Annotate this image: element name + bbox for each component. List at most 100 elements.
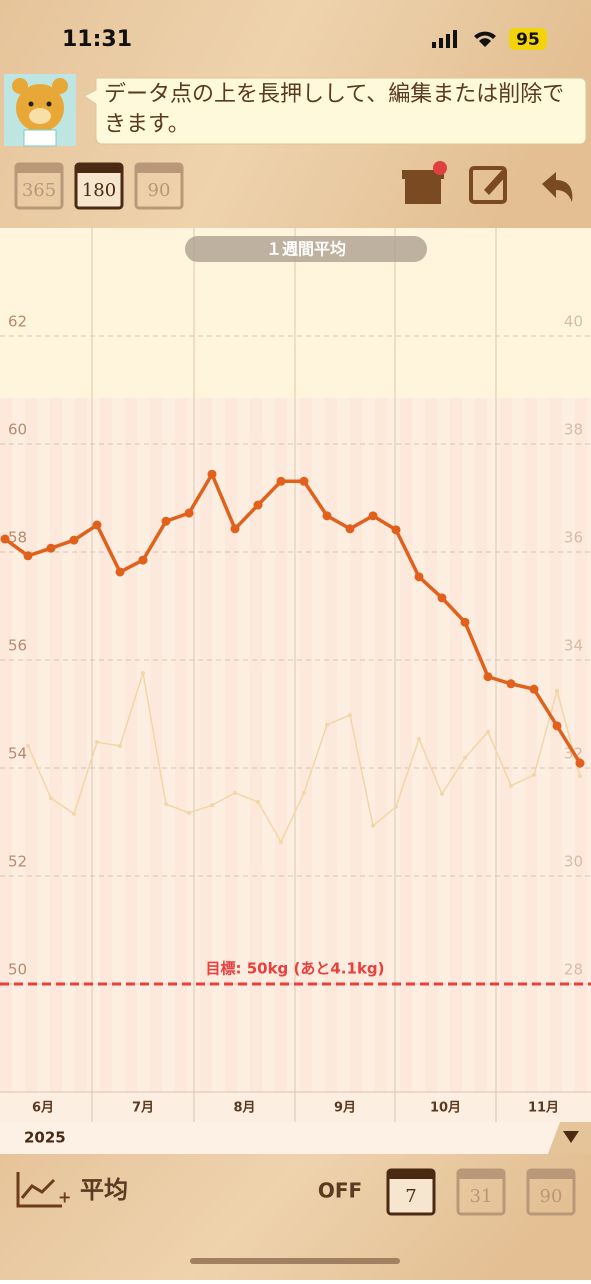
time: 11:31 — [62, 27, 132, 52]
calendar-button[interactable]: 90 — [526, 1168, 576, 1216]
data-point — [276, 476, 286, 486]
tool-icons — [402, 161, 573, 204]
stripe — [250, 398, 262, 1092]
y-tick-label: 54 — [8, 745, 27, 763]
stripe — [50, 398, 62, 1092]
data-point — [506, 679, 516, 689]
data-point — [161, 516, 171, 526]
gift-icon[interactable] — [405, 176, 441, 204]
calendar-button[interactable]: 7 — [386, 1168, 436, 1216]
calendar-button[interactable]: 180 — [74, 162, 124, 210]
data-point — [460, 617, 470, 627]
data-point — [552, 721, 562, 731]
data-point — [207, 469, 217, 479]
stripe — [550, 398, 562, 1092]
battery: 95 — [516, 30, 540, 50]
data-point — [555, 688, 559, 693]
calendar-top — [528, 1170, 574, 1179]
stripe — [125, 398, 137, 1092]
y-tick-label: 60 — [8, 421, 27, 439]
calendar-top — [388, 1170, 434, 1179]
edit-icon[interactable] — [469, 166, 507, 204]
month-label: 11月 — [528, 1101, 559, 1116]
calendar-top — [458, 1170, 504, 1179]
data-point — [302, 790, 306, 795]
average-icon[interactable]: + — [16, 1172, 71, 1208]
data-point — [26, 743, 30, 748]
series-line — [3, 470, 582, 765]
data-point — [417, 736, 421, 741]
y-tick-label: 62 — [8, 313, 27, 331]
stripe — [450, 398, 462, 1092]
data-point — [138, 555, 148, 565]
data-point — [164, 802, 168, 807]
data-point — [118, 743, 122, 748]
data-point — [299, 476, 309, 486]
stripe — [300, 398, 312, 1092]
stripe — [25, 398, 37, 1092]
stripe — [325, 398, 337, 1092]
calendar-button[interactable]: 31 — [456, 1168, 506, 1216]
data-point — [394, 804, 398, 809]
data-point — [371, 823, 375, 828]
home-indicator — [190, 1258, 400, 1264]
y-tick-label: 50 — [8, 961, 27, 979]
stripe — [75, 398, 87, 1092]
data-point — [92, 520, 102, 530]
calendar-label: 90 — [540, 1186, 563, 1207]
period-buttons: 7 31 90 — [386, 1168, 576, 1216]
month-label: 9月 — [334, 1101, 356, 1116]
y2-tick-label: 34 — [564, 637, 583, 655]
stripe — [400, 398, 412, 1092]
y-tick-label: 58 — [8, 529, 27, 547]
data-point — [141, 670, 145, 675]
stripe — [100, 398, 112, 1092]
stripe — [525, 398, 537, 1092]
toggle-off[interactable]: OFF — [318, 1179, 362, 1203]
calendar-label: 31 — [470, 1186, 493, 1207]
data-point — [230, 524, 240, 534]
data-point — [46, 543, 56, 553]
y2-tick-label: 38 — [564, 421, 583, 439]
data-point — [532, 773, 536, 778]
tip-text: データ点の上を長押しして、編集または削除できます。 — [104, 82, 565, 137]
data-point — [322, 511, 332, 521]
stripe — [225, 398, 237, 1092]
data-point — [414, 572, 424, 582]
calendar-label: 7 — [405, 1186, 416, 1207]
chart-title: １週間平均 — [266, 240, 346, 259]
data-point — [95, 740, 99, 745]
stripe — [575, 398, 587, 1092]
svg-text:+: + — [58, 1188, 71, 1207]
title-pill — [185, 236, 427, 262]
data-point — [483, 672, 493, 682]
data-point — [23, 551, 33, 561]
stripe — [425, 398, 437, 1092]
data-point — [49, 796, 53, 801]
stripe — [0, 398, 12, 1092]
goal-label: 目標: 50kg (あと4.1kg) — [205, 960, 384, 978]
calendar-button[interactable]: 90 — [134, 162, 184, 210]
stripe — [475, 398, 487, 1092]
data-point — [437, 593, 447, 603]
calendar-button[interactable]: 365 — [14, 162, 64, 210]
calendar-label: 180 — [82, 180, 116, 201]
back-icon[interactable] — [542, 172, 573, 202]
year-label: 2025 — [24, 1129, 66, 1147]
y2-tick-label: 30 — [564, 853, 583, 871]
data-point — [509, 783, 513, 788]
data-point — [575, 758, 585, 768]
collapse-button[interactable] — [563, 1131, 579, 1143]
calendar-top — [136, 164, 182, 173]
data-point — [253, 500, 263, 510]
data-point — [529, 684, 539, 694]
data-point — [348, 713, 352, 718]
calendar-label: 90 — [148, 180, 171, 201]
data-point — [210, 803, 214, 808]
calendar-top — [16, 164, 62, 173]
data-point — [187, 810, 191, 815]
data-point — [463, 755, 467, 760]
